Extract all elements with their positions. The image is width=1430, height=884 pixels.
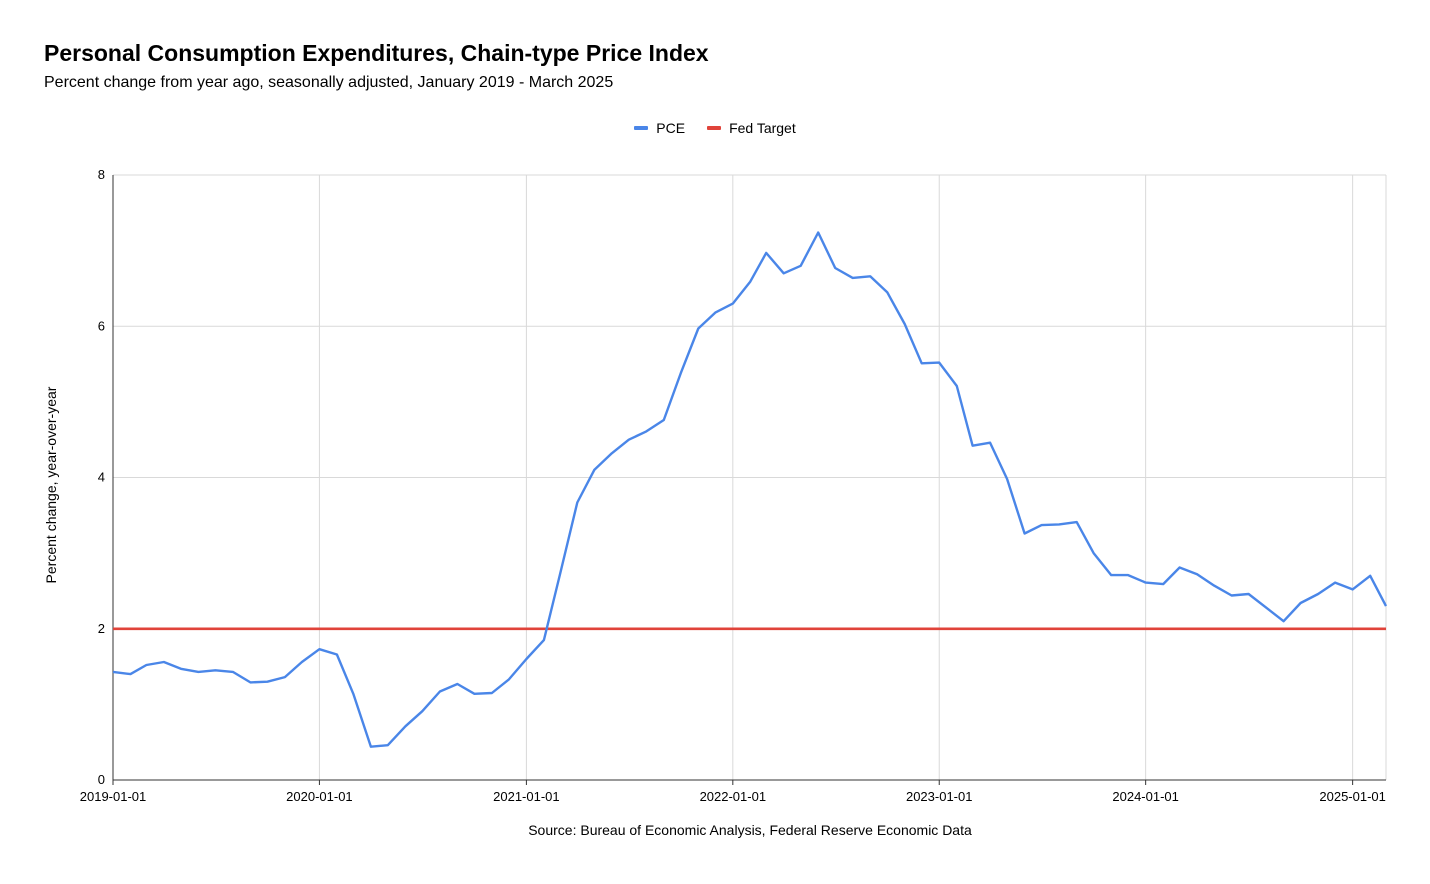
legend-swatch-fed-target [707, 126, 722, 130]
y-tick-label: 6 [98, 318, 105, 333]
legend-item-fed-target[interactable]: Fed Target [707, 120, 796, 136]
y-tick-label: 2 [98, 621, 105, 636]
x-tick-label: 2019-01-01 [80, 789, 147, 804]
legend-label-pce: PCE [656, 120, 686, 136]
legend: PCE Fed Target [0, 120, 1430, 136]
series-line-pce [112, 231, 1388, 748]
y-tick-label: 4 [98, 470, 105, 485]
legend-item-pce[interactable]: PCE [634, 120, 685, 136]
y-tick-labels: 0 2 4 6 8 [98, 167, 105, 787]
chart-subtitle: Percent change from year ago, seasonally… [44, 74, 614, 91]
x-tick-label: 2020-01-01 [286, 789, 353, 804]
x-tick-label: 2022-01-01 [700, 789, 767, 804]
gridlines [113, 174, 1387, 780]
x-tick-labels: 2019-01-01 2020-01-01 2021-01-01 2022-01-01… [80, 789, 1386, 804]
series-layer [112, 231, 1388, 748]
chart-title: Personal Consumption Expenditures, Chain… [44, 40, 709, 66]
y-axis-title: Percent change, year-over-year [43, 386, 59, 583]
legend-swatch-pce [634, 126, 649, 130]
y-tick-label: 8 [98, 167, 105, 182]
legend-label-fed-target: Fed Target [729, 120, 796, 136]
x-tick-label: 2021-01-01 [493, 789, 560, 804]
y-tick-label: 0 [98, 772, 105, 787]
source-note: Source: Bureau of Economic Analysis, Fed… [528, 822, 972, 838]
axes [112, 175, 1386, 785]
x-tick-label: 2024-01-01 [1112, 789, 1179, 804]
x-tick-label: 2023-01-01 [906, 789, 973, 804]
x-tick-label: 2025-01-01 [1319, 789, 1386, 804]
